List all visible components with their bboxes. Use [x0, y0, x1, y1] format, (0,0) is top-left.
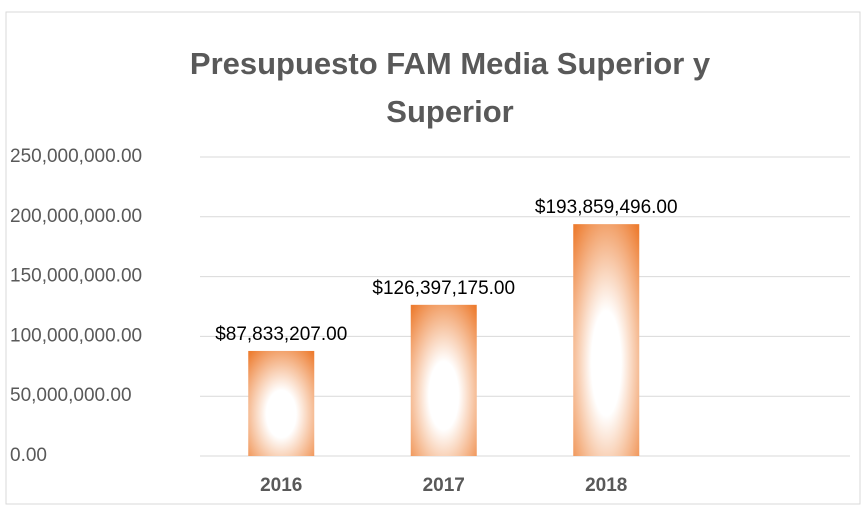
x-tick-label: 2018: [585, 475, 627, 496]
y-tick-label: 0.00: [10, 445, 47, 466]
x-tick-label: 2017: [423, 475, 465, 496]
data-label: $126,397,175.00: [372, 278, 515, 299]
data-label: $87,833,207.00: [215, 324, 347, 345]
bar: [248, 350, 315, 456]
x-tick-label: 2016: [260, 475, 302, 496]
bar: [573, 224, 640, 456]
y-tick-label: 250,000,000.00: [10, 146, 142, 167]
bar: [410, 304, 477, 456]
y-tick-label: 50,000,000.00: [10, 385, 132, 406]
y-tick-label: 100,000,000.00: [10, 325, 142, 346]
chart-title: Presupuesto FAM Media Superior y Superio…: [189, 46, 711, 129]
y-tick-label: 200,000,000.00: [10, 206, 142, 227]
chart-border: [5, 11, 861, 505]
data-label: $193,859,496.00: [535, 197, 678, 218]
y-tick-label: 150,000,000.00: [10, 266, 142, 287]
